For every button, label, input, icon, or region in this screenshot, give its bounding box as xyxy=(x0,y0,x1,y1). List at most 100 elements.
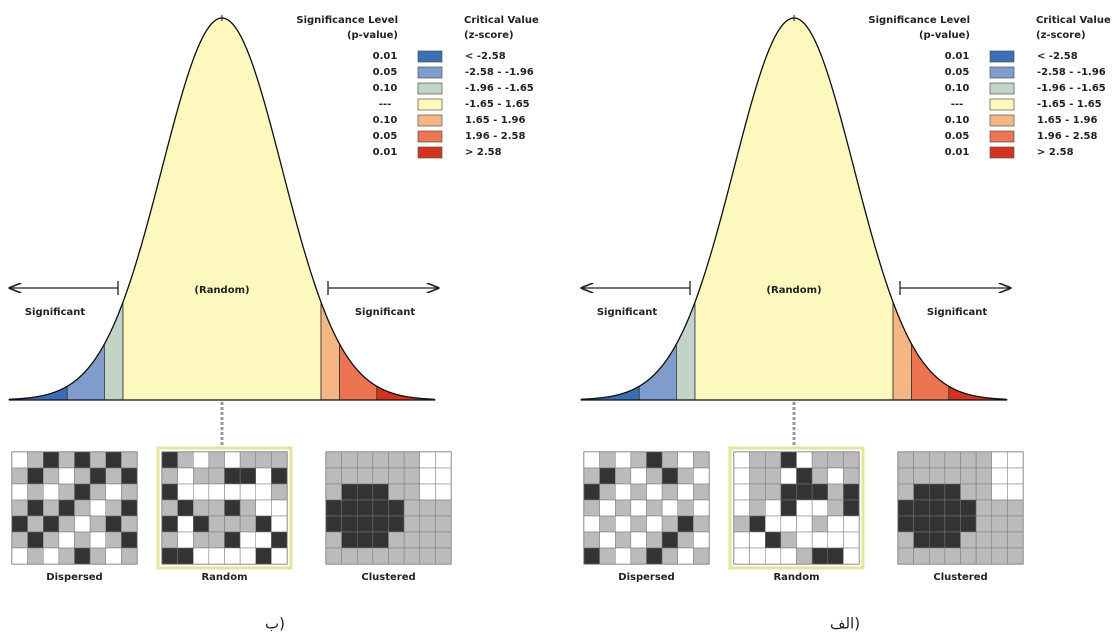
random-label: (Random) xyxy=(766,285,821,296)
map-cell xyxy=(662,532,678,548)
map-cell xyxy=(75,484,91,500)
map-cell xyxy=(193,500,209,516)
map-cell xyxy=(435,468,451,484)
map-cell xyxy=(765,452,781,468)
map-cell xyxy=(662,516,678,532)
map-cell xyxy=(225,500,241,516)
map-cell xyxy=(225,548,241,564)
map-cell xyxy=(389,484,405,500)
curve-region xyxy=(581,386,639,400)
legend-p: 0.01 xyxy=(945,147,970,158)
map-cell xyxy=(945,516,961,532)
map-label: Clustered xyxy=(933,572,987,583)
map-cell xyxy=(209,532,225,548)
map-cell xyxy=(945,452,961,468)
map-cell xyxy=(945,500,961,516)
legend-swatch xyxy=(418,147,442,158)
map-cell xyxy=(615,500,631,516)
map-cell xyxy=(678,468,694,484)
legend-range: > 2.58 xyxy=(465,147,502,158)
map-cell xyxy=(843,516,859,532)
map-cell xyxy=(12,452,28,468)
legend-p: 0.01 xyxy=(373,51,398,62)
map-cell xyxy=(781,516,797,532)
map-cell xyxy=(90,468,106,484)
map-cell xyxy=(59,484,75,500)
map-cell xyxy=(976,500,992,516)
map-cell xyxy=(898,452,914,468)
map-cell xyxy=(828,484,844,500)
map-cell xyxy=(435,484,451,500)
map-cell xyxy=(389,548,405,564)
map-cell xyxy=(357,500,373,516)
map-cell xyxy=(615,484,631,500)
legend-header: Significance Level xyxy=(296,15,398,26)
map-cell xyxy=(631,548,647,564)
map-cell xyxy=(976,548,992,564)
map-cell xyxy=(75,500,91,516)
map-cell xyxy=(734,532,750,548)
map-cell xyxy=(326,532,342,548)
map-cell xyxy=(898,548,914,564)
map-cell xyxy=(342,532,358,548)
map-cell xyxy=(647,468,663,484)
map-cell xyxy=(342,452,358,468)
map-cell xyxy=(193,548,209,564)
map-cell xyxy=(929,452,945,468)
map-cell xyxy=(929,532,945,548)
map-cell xyxy=(435,548,451,564)
map-cell xyxy=(326,516,342,532)
legend-swatch xyxy=(418,115,442,126)
curve-region xyxy=(676,302,695,400)
map-cell xyxy=(945,468,961,484)
map-cell xyxy=(162,452,178,468)
map-cell xyxy=(178,516,194,532)
map-cell xyxy=(843,532,859,548)
legend-swatch xyxy=(990,67,1014,78)
map-cell xyxy=(121,484,137,500)
map-cell xyxy=(121,516,137,532)
map-cell xyxy=(600,532,616,548)
map-cell xyxy=(812,468,828,484)
map-cell xyxy=(781,484,797,500)
legend-swatch xyxy=(990,51,1014,62)
map-cell xyxy=(240,484,256,500)
map-cell xyxy=(240,500,256,516)
map-cell xyxy=(828,452,844,468)
map-cell xyxy=(828,548,844,564)
map-cell xyxy=(961,484,977,500)
map-cell xyxy=(662,548,678,564)
map-cell xyxy=(162,548,178,564)
map-cell xyxy=(781,452,797,468)
map-cell xyxy=(271,500,287,516)
map-cell xyxy=(1007,516,1023,532)
map-cell xyxy=(75,516,91,532)
map-cell xyxy=(271,452,287,468)
map-cell xyxy=(59,532,75,548)
map-cell xyxy=(373,516,389,532)
legend-range: -1.96 - -1.65 xyxy=(465,83,534,94)
map-cell xyxy=(12,484,28,500)
map-cell xyxy=(43,452,59,468)
map-cell xyxy=(992,484,1008,500)
map-cell xyxy=(734,548,750,564)
map-cell xyxy=(678,532,694,548)
map-cell xyxy=(75,452,91,468)
map-cell xyxy=(631,500,647,516)
map-cell xyxy=(750,484,766,500)
map-cell xyxy=(615,452,631,468)
map-cell xyxy=(162,468,178,484)
map-cell xyxy=(843,548,859,564)
map-cell xyxy=(781,532,797,548)
map-cell xyxy=(765,484,781,500)
map-cell xyxy=(734,468,750,484)
map-cell xyxy=(615,516,631,532)
map-cell xyxy=(162,500,178,516)
map-cell xyxy=(342,468,358,484)
map-cell xyxy=(584,516,600,532)
map-label: Dispersed xyxy=(46,572,102,583)
legend-swatch xyxy=(990,115,1014,126)
map-cell xyxy=(1007,468,1023,484)
map-cell xyxy=(209,516,225,532)
